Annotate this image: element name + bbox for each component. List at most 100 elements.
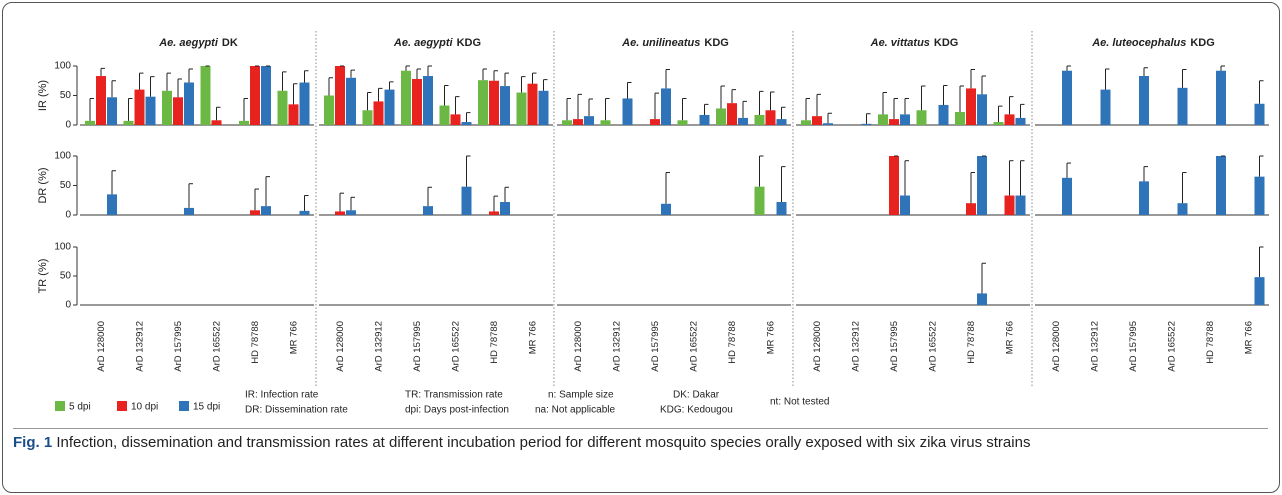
error-bar [627,82,632,99]
error-bar [998,105,1003,123]
error-bar [654,92,659,120]
bar [123,120,134,125]
bar [96,76,106,125]
site: KDG [704,37,728,49]
bar [889,156,899,215]
y-tick-label: 100 [54,61,71,72]
error-bar [588,98,593,117]
bar [1139,76,1149,125]
bar [716,108,726,125]
error-bar [1143,67,1148,77]
panel-title: Ae. unilineatus KDG [621,37,729,49]
error-bar [339,192,344,212]
error-bar [521,76,526,93]
bar [145,96,156,125]
bar [1062,177,1072,215]
error-bar [532,72,537,84]
error-bar [566,97,571,121]
error-bar [350,196,355,211]
y-tick-label: 100 [54,151,71,162]
bar [1254,103,1265,125]
bar [335,211,345,215]
error-bar [367,92,372,111]
error-bar [1020,103,1025,118]
bar [516,92,527,125]
x-tick-label: ArD 128000 [96,321,107,372]
error-bar [427,186,432,207]
caption-label: Fig. 1 [13,434,53,451]
error-bar [1259,246,1264,278]
bar [184,207,194,215]
bar [489,211,499,215]
error-bar [665,69,670,89]
bar [1062,70,1072,125]
y-tick-label: 50 [60,90,72,101]
bar [993,122,1004,125]
error-bar [1105,68,1110,90]
bar [373,101,384,125]
error-bar [243,97,248,121]
y-tick-label: 0 [65,300,71,311]
panel-title: Ae. aegypti DK [158,37,238,49]
error-bar [328,77,333,96]
error-bar [781,106,786,120]
x-tick-label: ArD 165522 [451,321,462,372]
bar [250,210,260,215]
bar [288,104,299,125]
x-tick-label: ArD 157995 [650,321,661,372]
error-bar [444,84,449,106]
bar [461,186,472,215]
bar [977,94,987,125]
bar [754,114,765,125]
y-tick-label: 100 [54,242,71,253]
error-bar [254,188,259,211]
error-bar [177,78,182,98]
bar [661,88,671,125]
error-bar [981,75,986,95]
bar [162,90,172,125]
error-bar [704,103,709,115]
error-bar [304,195,309,211]
x-tick-label: MR 766 [1244,321,1255,354]
note: nt: Not tested [770,397,829,408]
bar [938,104,949,125]
error-bar [166,72,171,91]
bar [738,117,748,125]
error-bar [970,172,975,204]
legend-label: 10 dpi [131,402,158,413]
error-bar [111,170,116,195]
error-bar [304,70,309,83]
error-bar [893,97,898,120]
site: KDG [1190,37,1214,49]
site: DK [222,37,238,49]
error-bar [543,79,548,91]
x-tick-label: ArD 165522 [212,321,223,372]
bar [1177,87,1188,125]
error-bar [455,96,460,115]
error-bar [1259,155,1264,177]
legend-swatch [179,401,189,411]
x-tick-label: ArD 132912 [612,321,623,372]
error-bar [1143,166,1148,182]
x-tick-label: HD 78788 [966,321,977,364]
bar [889,119,899,125]
error-bar [665,172,670,204]
bar [461,122,472,125]
x-tick-label: ArD 128000 [335,321,346,372]
bar [727,103,737,125]
x-tick-label: MR 766 [766,321,777,354]
error-bar [1182,172,1187,204]
bar [765,110,776,125]
bar [1015,117,1026,125]
bar [107,194,117,215]
bar [776,202,787,215]
row-label: DR (%) [37,167,49,203]
error-bar [577,93,582,120]
error-bar [350,69,355,78]
error-bar [959,85,964,113]
bar [1004,195,1015,215]
bar [966,88,976,125]
x-tick-label: HD 78788 [489,321,500,364]
bar [562,120,572,125]
caption-text: Infection, dissemination and transmissio… [56,434,1031,451]
